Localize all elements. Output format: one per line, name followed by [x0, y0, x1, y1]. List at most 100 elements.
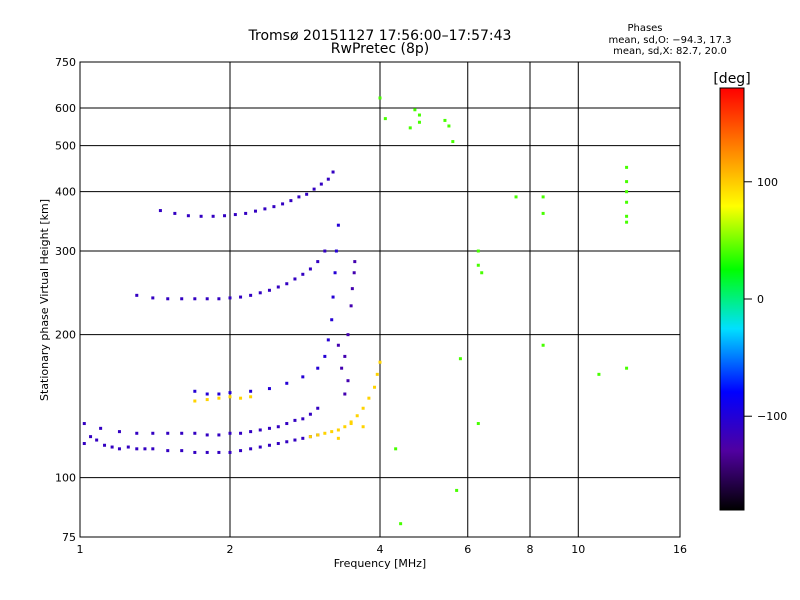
- data-point: [228, 391, 232, 395]
- data-point: [399, 522, 403, 526]
- data-point: [451, 140, 455, 144]
- colorbar-ticks: 100 0 −100: [744, 176, 787, 423]
- data-point: [239, 396, 243, 400]
- data-point: [267, 443, 271, 447]
- data-point: [217, 297, 221, 301]
- data-point: [373, 385, 377, 389]
- data-point: [375, 372, 379, 376]
- data-point: [233, 213, 237, 217]
- data-point: [383, 117, 387, 121]
- data-point: [151, 296, 155, 300]
- data-point: [217, 433, 221, 437]
- data-point: [346, 379, 350, 383]
- data-point: [514, 195, 518, 199]
- y-tick-label: 400: [55, 186, 76, 199]
- data-point: [180, 449, 184, 453]
- data-point: [272, 205, 276, 209]
- data-point: [443, 118, 447, 122]
- data-point: [625, 366, 629, 370]
- data-point: [276, 425, 280, 429]
- data-point: [336, 436, 340, 440]
- data-point: [285, 282, 289, 286]
- colorbar-label: [deg]: [713, 71, 750, 87]
- data-point: [117, 430, 121, 434]
- data-point: [186, 214, 190, 218]
- data-point: [267, 288, 271, 292]
- data-point: [211, 214, 215, 218]
- x-axis-ticks: 1 2 4 6 8 10 16: [77, 543, 688, 556]
- data-point: [361, 425, 365, 429]
- data-point: [625, 220, 629, 224]
- data-point: [293, 418, 297, 422]
- data-point: [285, 440, 289, 444]
- data-point: [205, 297, 209, 301]
- data-point: [301, 436, 305, 440]
- data-point: [228, 431, 232, 435]
- colorbar-tick-label: 0: [757, 293, 764, 306]
- data-point: [267, 387, 271, 391]
- colorbar-tick-label: −100: [757, 410, 787, 423]
- data-point: [323, 354, 327, 358]
- data-point: [349, 420, 353, 424]
- data-point: [625, 200, 629, 204]
- data-point: [349, 422, 353, 426]
- data-point: [343, 392, 347, 396]
- data-point: [110, 445, 114, 449]
- data-point: [135, 447, 139, 451]
- data-point: [330, 318, 334, 322]
- data-point: [258, 428, 262, 432]
- data-point: [253, 209, 257, 213]
- data-point: [249, 430, 253, 434]
- data-point: [541, 211, 545, 215]
- data-point: [239, 295, 243, 299]
- data-point: [343, 425, 347, 429]
- data-point: [193, 389, 197, 393]
- y-tick-label: 300: [55, 245, 76, 258]
- data-point: [413, 108, 417, 112]
- data-point: [180, 431, 184, 435]
- data-point: [95, 438, 99, 442]
- data-point: [541, 343, 545, 347]
- data-point: [458, 357, 462, 361]
- y-axis-ticks: 75 100 200 300 400 500 600 750: [55, 56, 76, 544]
- data-point: [333, 271, 337, 275]
- chart-title: Tromsø 20151127 17:56:00–17:57:43: [248, 28, 512, 44]
- data-point: [151, 431, 155, 435]
- data-point: [350, 287, 354, 291]
- data-point: [258, 445, 262, 449]
- data-point: [193, 297, 197, 301]
- data-point: [117, 447, 121, 451]
- data-point: [323, 431, 327, 435]
- data-point: [336, 223, 340, 227]
- data-point: [103, 443, 107, 447]
- data-point: [625, 214, 629, 218]
- data-point: [249, 447, 253, 451]
- data-point: [394, 447, 398, 451]
- data-point: [217, 396, 221, 400]
- data-point: [316, 406, 320, 410]
- data-point: [597, 372, 601, 376]
- data-point: [625, 165, 629, 169]
- data-point: [285, 381, 289, 385]
- data-point: [239, 449, 243, 453]
- data-point: [308, 412, 312, 416]
- data-point: [301, 375, 305, 379]
- data-point: [305, 192, 309, 196]
- y-tick-label: 100: [55, 472, 76, 485]
- colorbar: [719, 87, 745, 511]
- data-point: [378, 360, 382, 364]
- data-point: [480, 271, 484, 275]
- data-point: [276, 442, 280, 446]
- plot-frame: [79, 61, 681, 538]
- data-point: [267, 426, 271, 430]
- data-point: [199, 214, 203, 218]
- data-point: [378, 96, 382, 100]
- data-point: [228, 395, 232, 399]
- data-point: [355, 414, 359, 418]
- phases-x-stat: mean, sd,X: 82.7, 20.0: [613, 46, 727, 57]
- data-point: [293, 438, 297, 442]
- x-tick-label: 2: [227, 543, 234, 556]
- data-point: [99, 426, 103, 430]
- data-point: [323, 249, 327, 253]
